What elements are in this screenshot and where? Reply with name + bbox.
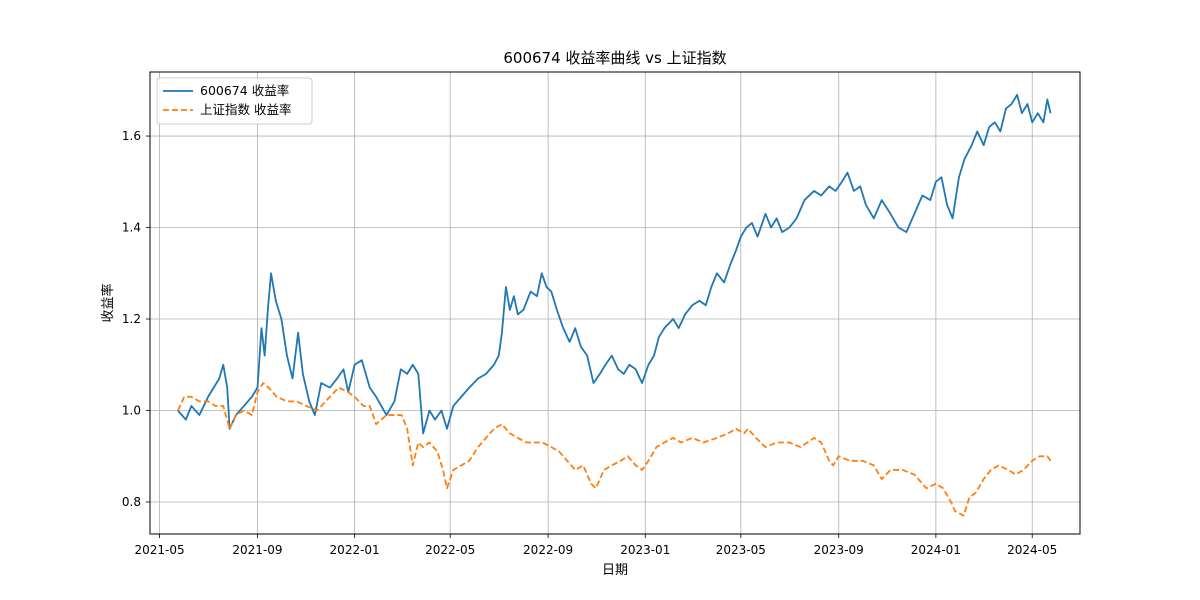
legend-label-shanghai-index: 上证指数 收益率 (200, 102, 291, 117)
y-axis-ticks: 0.8 1.0 1.2 1.4 1.6 (122, 129, 150, 509)
x-tick-label: 2023-09 (814, 543, 864, 557)
x-tick-label: 2023-05 (716, 543, 766, 557)
x-tick-label: 2022-01 (330, 543, 380, 557)
legend: 600674 收益率 上证指数 收益率 (156, 77, 313, 125)
x-tick-label: 2021-09 (232, 543, 282, 557)
y-tick-label: 1.6 (122, 129, 141, 143)
series-line-shanghai-index (177, 382, 1052, 517)
x-tick-label: 2024-05 (1007, 543, 1057, 557)
y-axis-title: 收益率 (100, 283, 116, 322)
x-tick-label: 2022-09 (523, 543, 573, 557)
y-tick-label: 1.4 (122, 221, 141, 235)
chart-title: 600674 收益率曲线 vs 上证指数 (503, 49, 726, 67)
grid (150, 72, 1080, 534)
y-tick-label: 1.0 (122, 404, 141, 418)
x-axis-title: 日期 (602, 563, 628, 578)
plot-frame (149, 71, 1081, 535)
series-line-600674 (177, 93, 1052, 435)
legend-box (156, 77, 313, 125)
x-axis-ticks: 2021-05 2021-09 2022-01 2022-05 2022-09 2023-… (134, 534, 1057, 557)
x-tick-label: 2024-01 (911, 543, 961, 557)
x-tick-label: 2022-05 (425, 543, 475, 557)
y-tick-label: 0.8 (122, 495, 141, 509)
y-tick-label: 1.2 (122, 312, 141, 326)
x-tick-label: 2021-05 (134, 543, 184, 557)
x-tick-label: 2023-01 (620, 543, 670, 557)
legend-label-600674: 600674 收益率 (200, 83, 289, 98)
series-layer (177, 93, 1052, 517)
